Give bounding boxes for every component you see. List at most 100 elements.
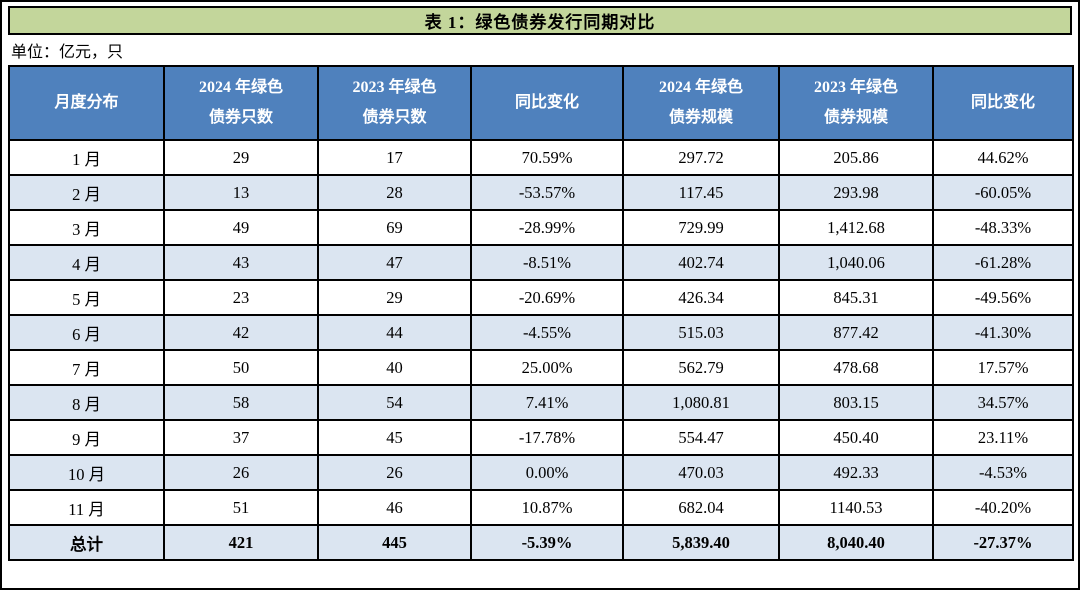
table-cell: -28.99% <box>470 209 624 246</box>
table-cell: 29 <box>163 139 319 176</box>
table-cell: -49.56% <box>932 279 1074 316</box>
table-cell: 7 月 <box>8 349 165 386</box>
table-cell: -48.33% <box>932 209 1074 246</box>
column-header-line: 债券规模 <box>823 109 888 126</box>
column-header-line: 2024 年绿色 <box>658 79 743 97</box>
column-header-line: 同比变化 <box>514 94 579 112</box>
table-cell: 297.72 <box>622 139 780 176</box>
table-cell: 28 <box>317 174 472 211</box>
column-header-line: 2023 年绿色 <box>352 79 437 97</box>
table-cell: 69 <box>317 209 472 246</box>
table-title-text: 表 1：绿色债券发行同期对比 <box>424 13 656 32</box>
table-cell: 45 <box>317 419 472 456</box>
table-cell: -4.55% <box>470 314 624 351</box>
table-cell: 26 <box>317 454 472 491</box>
table-cell: 421 <box>163 524 319 561</box>
table-cell: 29 <box>317 279 472 316</box>
table-cell: -61.28% <box>932 244 1074 281</box>
column-header: 同比变化 <box>932 65 1074 141</box>
table-row: 10 月 26 26 0.00% 470.03 492.33 -4.53% <box>8 454 1074 491</box>
table-cell: -60.05% <box>932 174 1074 211</box>
column-header-line: 同比变化 <box>970 94 1035 112</box>
table-cell: 13 <box>163 174 319 211</box>
table-row: 2 月 13 28 -53.57% 117.45 293.98 -60.05% <box>8 174 1074 211</box>
table-cell: 0.00% <box>470 454 624 491</box>
table-cell: 682.04 <box>622 489 780 526</box>
table-cell: -4.53% <box>932 454 1074 491</box>
table-cell: 23 <box>163 279 319 316</box>
table-cell: 37 <box>163 419 319 456</box>
table-cell: 515.03 <box>622 314 780 351</box>
table-cell: 205.86 <box>778 139 934 176</box>
table-cell: 554.47 <box>622 419 780 456</box>
table-cell: -27.37% <box>932 524 1074 561</box>
table-cell: 11 月 <box>8 489 165 526</box>
table-cell: 25.00% <box>470 349 624 386</box>
column-header: 2023 年绿色 债券规模 <box>778 65 934 141</box>
table-cell: 877.42 <box>778 314 934 351</box>
table-cell: 43 <box>163 244 319 281</box>
header-row: 月度分布 2024 年绿色 债券只数 2023 年绿色 债券只数 同比变化 2024 年绿色… <box>8 65 1074 141</box>
table-cell: -53.57% <box>470 174 624 211</box>
table-cell: 478.68 <box>778 349 934 386</box>
table-cell: 562.79 <box>622 349 780 386</box>
column-header: 2023 年绿色 债券只数 <box>317 65 472 141</box>
column-header: 2024 年绿色 债券只数 <box>163 65 319 141</box>
green-bond-comparison-table: 月度分布 2024 年绿色 债券只数 2023 年绿色 债券只数 同比变化 2024 年绿色… <box>8 65 1074 561</box>
table-cell: 49 <box>163 209 319 246</box>
table-cell: 23.11% <box>932 419 1074 456</box>
table-row: 5 月 23 29 -20.69% 426.34 845.31 -49.56% <box>8 279 1074 316</box>
table-cell: 58 <box>163 384 319 421</box>
column-header-line: 债券规模 <box>668 109 733 126</box>
table-cell: 44 <box>317 314 472 351</box>
table-row: 11 月 51 46 10.87% 682.04 1140.53 -40.20% <box>8 489 1074 526</box>
table-cell: 293.98 <box>778 174 934 211</box>
column-header-line: 2023 年绿色 <box>813 79 898 97</box>
column-header-line: 2024 年绿色 <box>198 79 283 97</box>
table-cell: 7.41% <box>470 384 624 421</box>
table-cell: -5.39% <box>470 524 624 561</box>
table-cell: 4 月 <box>8 244 165 281</box>
table-cell: 9 月 <box>8 419 165 456</box>
table-row: 1 月 29 17 70.59% 297.72 205.86 44.62% <box>8 139 1074 176</box>
total-row: 总计 421 445 -5.39% 5,839.40 8,040.40 -27.37% <box>8 524 1074 561</box>
table-cell: -17.78% <box>470 419 624 456</box>
table-cell: 402.74 <box>622 244 780 281</box>
table-cell: 3 月 <box>8 209 165 246</box>
table-cell: 845.31 <box>778 279 934 316</box>
table-cell: 46 <box>317 489 472 526</box>
unit-label-text: 单位：亿元，只 <box>11 44 124 61</box>
table-cell: 117.45 <box>622 174 780 211</box>
table-cell: 8,040.40 <box>778 524 934 561</box>
table-cell: 40 <box>317 349 472 386</box>
table-cell: 803.15 <box>778 384 934 421</box>
column-header-line: 债券只数 <box>208 109 273 126</box>
table-cell: 26 <box>163 454 319 491</box>
table-cell: 470.03 <box>622 454 780 491</box>
column-header-line: 月度分布 <box>54 94 119 112</box>
column-header: 同比变化 <box>470 65 624 141</box>
unit-label: 单位：亿元，只 <box>8 35 1072 65</box>
table-title: 表 1：绿色债券发行同期对比 <box>8 6 1072 35</box>
table-cell: 6 月 <box>8 314 165 351</box>
table-row: 4 月 43 47 -8.51% 402.74 1,040.06 -61.28% <box>8 244 1074 281</box>
column-header: 月度分布 <box>8 65 165 141</box>
table-cell: 17 <box>317 139 472 176</box>
table-cell: 51 <box>163 489 319 526</box>
table-cell: 1140.53 <box>778 489 934 526</box>
column-header-line: 债券只数 <box>362 109 427 126</box>
table-cell: 10 月 <box>8 454 165 491</box>
table-cell: 17.57% <box>932 349 1074 386</box>
table-cell: 2 月 <box>8 174 165 211</box>
table-cell: 5,839.40 <box>622 524 780 561</box>
table-row: 7 月 50 40 25.00% 562.79 478.68 17.57% <box>8 349 1074 386</box>
table-cell: 54 <box>317 384 472 421</box>
table-cell: -40.20% <box>932 489 1074 526</box>
table-cell: 8 月 <box>8 384 165 421</box>
table-cell: 729.99 <box>622 209 780 246</box>
table-row: 3 月 49 69 -28.99% 729.99 1,412.68 -48.33% <box>8 209 1074 246</box>
table-cell: 450.40 <box>778 419 934 456</box>
table-body: 1 月 29 17 70.59% 297.72 205.86 44.62% 2 月 13 28 -5… <box>8 139 1074 561</box>
table-row: 6 月 42 44 -4.55% 515.03 877.42 -41.30% <box>8 314 1074 351</box>
table-cell: 总计 <box>8 524 165 561</box>
